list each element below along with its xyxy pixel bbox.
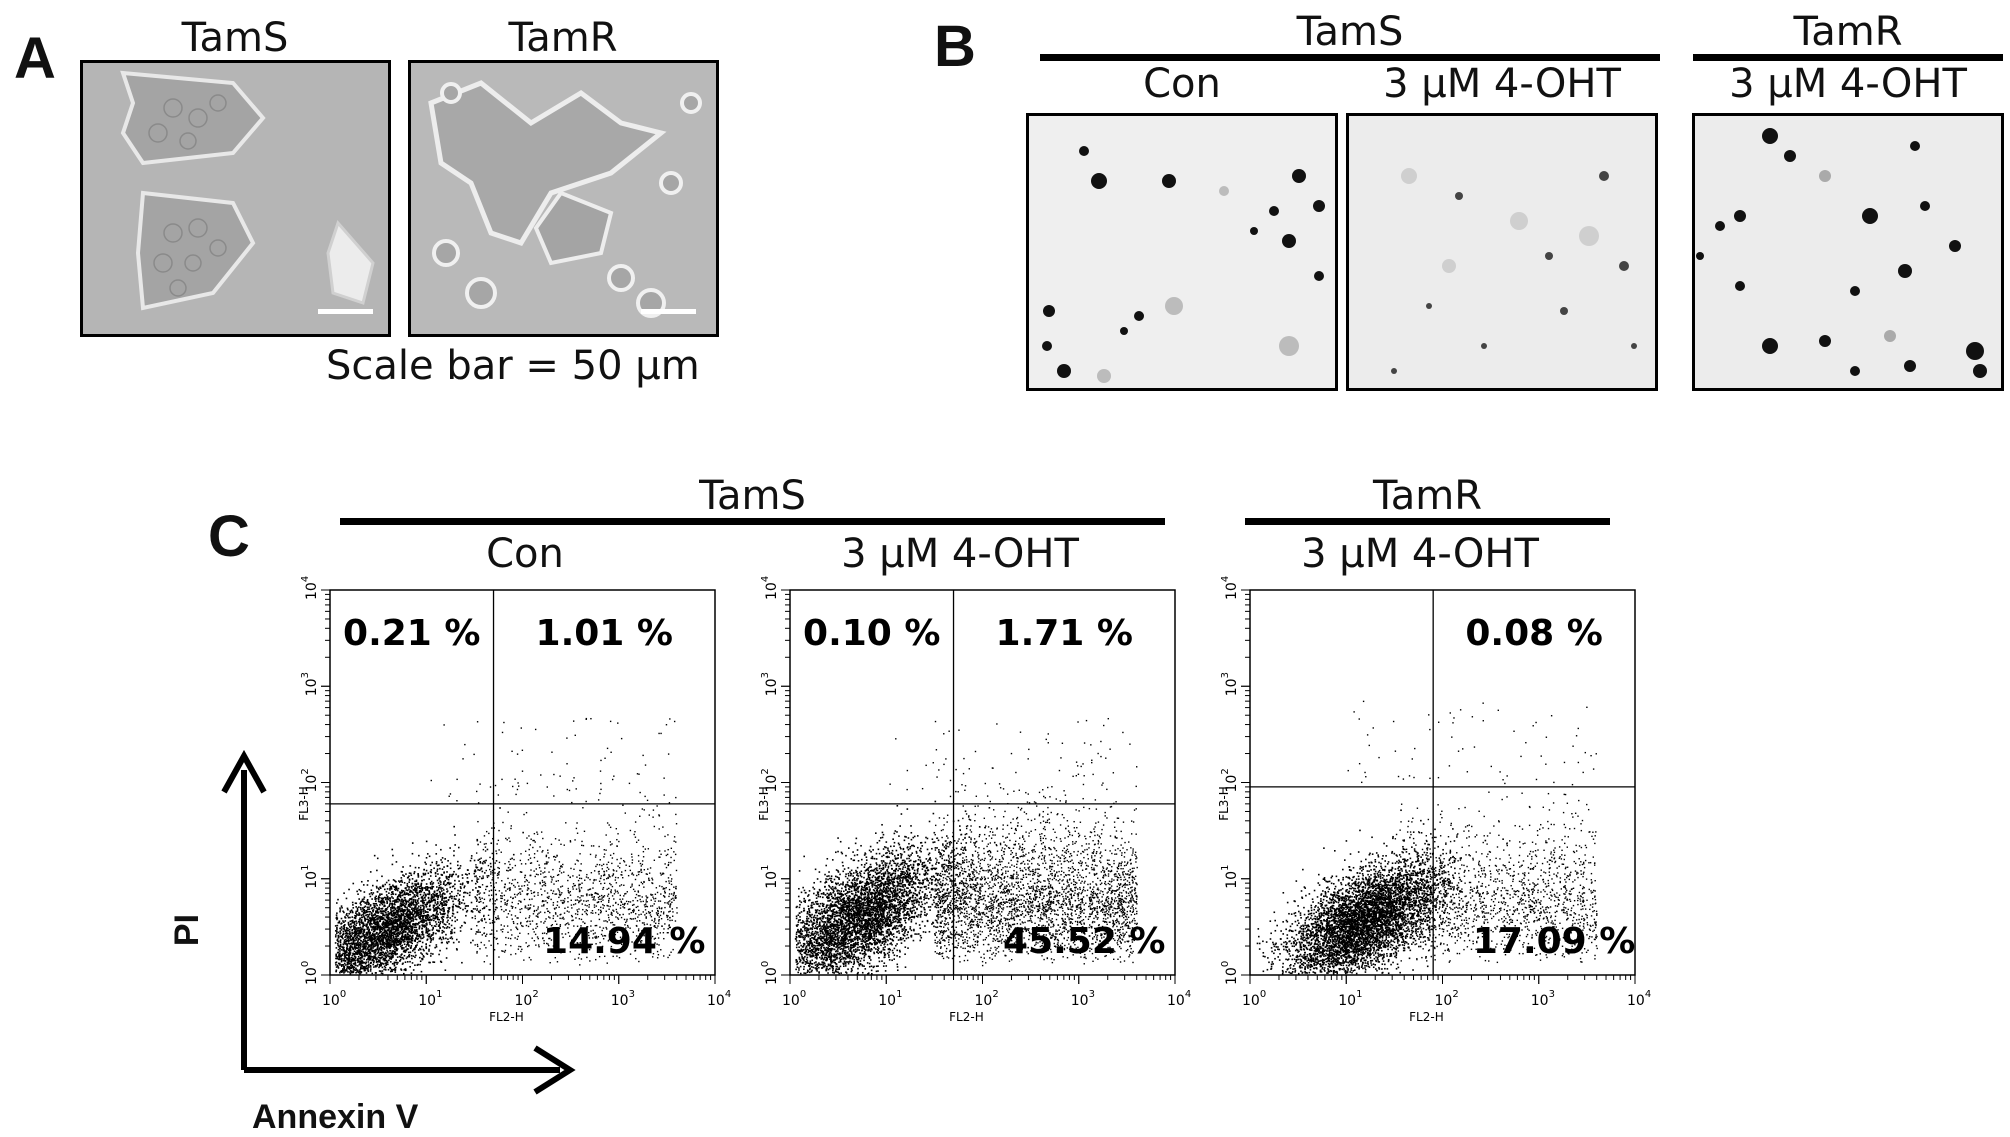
- scale-bar: [318, 309, 373, 314]
- panel-b-ohT-tams-label: 3 μM 4-OHT: [1383, 61, 1621, 107]
- plot-xlabel: FL2-H: [1409, 1010, 1444, 1024]
- y-tick-label: 101: [760, 865, 780, 889]
- colony-image-tams-4oht: [1346, 113, 1658, 391]
- colony-image-tams-con: [1026, 113, 1338, 391]
- panel-c-con-label: Con: [486, 531, 564, 577]
- x-tick-label: 102: [1435, 989, 1459, 1009]
- y-tick-label: 101: [1220, 865, 1240, 889]
- plot-ticks: [321, 589, 716, 984]
- panel-b-tamr-label: TamR: [1793, 9, 1903, 55]
- quadrant-lower-right-percent: 45.52 %: [1003, 921, 1165, 962]
- panel-c-tams-bar: [340, 518, 1165, 525]
- y-tick-label: 100: [760, 961, 780, 985]
- panel-c-ohT-tams-label: 3 μM 4-OHT: [841, 531, 1079, 577]
- facs-plot-tams-4oht: 100 101 102 103 104100101102103104FL2-HFL3-H…: [757, 576, 1191, 1024]
- quadrant-upper-left-percent: 0.21 %: [343, 613, 480, 654]
- scale-bar-caption: Scale bar = 50 μm: [326, 343, 700, 389]
- x-axis-label: Annexin V: [252, 1098, 419, 1136]
- event-dots: [1256, 700, 1598, 975]
- panel-c-tams-label: TamS: [699, 473, 806, 519]
- x-tick-label: 102: [515, 989, 539, 1009]
- panel-c-ohT-tamr-label: 3 μM 4-OHT: [1301, 531, 1539, 577]
- panel-a-tamr-label: TamR: [508, 15, 618, 61]
- panel-b-ohT-tamr-label: 3 μM 4-OHT: [1729, 61, 1967, 107]
- panel-b-letter: B: [934, 14, 976, 79]
- x-tick-label: 100: [782, 989, 806, 1009]
- x-tick-label: 103: [1531, 989, 1555, 1009]
- tamr-micrograph: [408, 60, 719, 337]
- plot-xlabel: FL2-H: [949, 1010, 984, 1024]
- tams-micrograph: [80, 60, 391, 337]
- y-tick-label: 103: [300, 672, 320, 696]
- plot-ylabel: FL3-H: [757, 786, 771, 821]
- x-tick-label: 104: [1627, 989, 1651, 1009]
- x-tick-label: 103: [1071, 989, 1095, 1009]
- quadrant-lower-right-percent: 17.09 %: [1473, 921, 1635, 962]
- panel-b-tams-label: TamS: [1296, 9, 1404, 55]
- x-tick-label: 104: [707, 989, 731, 1009]
- x-tick-label: 101: [418, 989, 442, 1009]
- panel-a-letter: A: [14, 26, 56, 91]
- x-tick-label: 100: [1242, 989, 1266, 1009]
- plot-xlabel: FL2-H: [489, 1010, 524, 1024]
- panel-c-tamr-bar: [1245, 518, 1610, 525]
- y-tick-label: 103: [1220, 672, 1240, 696]
- plot-ticks: [1241, 589, 1636, 984]
- x-tick-label: 101: [1338, 989, 1362, 1009]
- plot-ylabel: FL3-H: [1217, 786, 1231, 821]
- x-tick-label: 101: [878, 989, 902, 1009]
- plot-ticks: [781, 589, 1176, 984]
- panel-a-tams-label: TamS: [181, 15, 289, 61]
- y-tick-label: 104: [300, 576, 320, 600]
- panel-c-letter: C: [208, 504, 250, 569]
- quadrant-lower-right-percent: 14.94 %: [543, 921, 705, 962]
- x-tick-label: 102: [975, 989, 999, 1009]
- quadrant-upper-right-percent: 1.71 %: [996, 613, 1133, 654]
- facs-plot-tamr-4oht: 100 101 102 103 104100101102103104FL2-HFL3-H…: [1217, 576, 1651, 1024]
- facs-plot-tams-con: 100 101 102 103 104100101102103104FL2-HFL3-H…: [297, 576, 731, 1024]
- panel-c-tamr-label: TamR: [1372, 473, 1483, 519]
- event-dots: [334, 717, 678, 975]
- event-dots: [794, 717, 1138, 975]
- y-tick-label: 103: [760, 672, 780, 696]
- panel-b-con-label: Con: [1143, 61, 1221, 107]
- y-tick-label: 101: [300, 865, 320, 889]
- y-tick-label: 100: [1220, 961, 1240, 985]
- colony-image-tamr-4oht: [1692, 113, 2004, 391]
- axes-arrows: [221, 749, 576, 1095]
- plot-ylabel: FL3-H: [297, 786, 311, 821]
- quadrant-upper-left-percent: 0.10 %: [803, 613, 940, 654]
- x-tick-label: 103: [611, 989, 635, 1009]
- panel-b-tamr-bar: [1693, 54, 2003, 61]
- quadrant-upper-right-percent: 0.08 %: [1465, 613, 1602, 654]
- panel-b-tams-bar: [1040, 54, 1660, 61]
- x-tick-label: 104: [1167, 989, 1191, 1009]
- y-axis-label: PI: [168, 913, 206, 947]
- y-tick-label: 104: [760, 576, 780, 600]
- quadrant-upper-right-percent: 1.01 %: [536, 613, 673, 654]
- y-tick-label: 100: [300, 961, 320, 985]
- y-tick-label: 104: [1220, 576, 1240, 600]
- x-tick-label: 100: [322, 989, 346, 1009]
